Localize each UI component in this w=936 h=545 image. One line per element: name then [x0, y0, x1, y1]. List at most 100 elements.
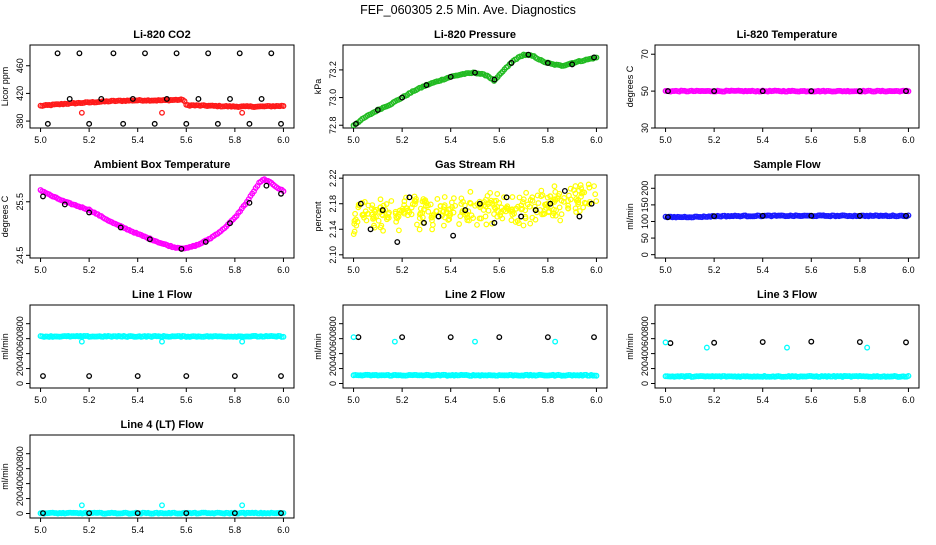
data-point: [429, 217, 435, 224]
data-point: [416, 226, 423, 233]
data-point: [573, 198, 580, 204]
data-point: [401, 202, 408, 208]
y-tick-label: 200: [640, 361, 650, 376]
data-point: [543, 200, 550, 207]
x-tick-label: 5.4: [756, 265, 769, 275]
data-point: [437, 203, 444, 210]
data-point: [491, 219, 498, 226]
x-tick-label: 5.4: [756, 395, 769, 405]
x-tick-label: 5.0: [34, 395, 47, 405]
data-point: [430, 211, 437, 218]
data-point: [173, 50, 180, 57]
data-point: [86, 373, 93, 379]
panel-3: Ambient Box Temperature 5.0 5.2 5.4 5.6 5.8 6.…: [0, 159, 295, 275]
x-tick-label: 5.0: [659, 395, 672, 405]
y-tick-label: 100: [640, 214, 650, 229]
y-tick-label: 400: [328, 346, 338, 361]
x-tick-label: 5.2: [708, 395, 721, 405]
data-point: [416, 215, 423, 222]
panel-4: Gas Stream RH 5.0 5.2 5.4 5.6 5.8 6.0 2.10 2.14 2…: [313, 159, 608, 275]
data-point: [406, 194, 413, 201]
data-point: [593, 372, 600, 379]
data-point: [40, 193, 46, 200]
x-tick-label: 5.2: [83, 135, 96, 145]
data-point: [468, 212, 475, 219]
data-point: [711, 213, 718, 220]
panel-2: Li-820 Temperature 5.0 5.2 5.4 5.6 5.8 6.0 30 50…: [625, 29, 920, 145]
data-point: [151, 120, 158, 127]
data-point: [357, 200, 364, 207]
data-point: [159, 109, 165, 116]
data-point: [231, 510, 238, 517]
data-point: [120, 120, 127, 127]
y-tick-label: 72.8: [328, 116, 338, 134]
series-points: [40, 510, 284, 517]
data-point: [395, 210, 402, 217]
data-point: [86, 209, 93, 216]
data-point: [280, 510, 287, 516]
data-point: [905, 212, 912, 219]
y-tick-label: 25.5: [15, 193, 25, 211]
data-point: [496, 200, 503, 206]
x-tick-label: 5.8: [229, 525, 242, 535]
data-point: [905, 88, 912, 95]
data-point: [142, 50, 148, 57]
data-point: [365, 210, 372, 217]
data-point: [117, 224, 124, 231]
data-point: [383, 201, 390, 207]
series-dense: [662, 212, 912, 221]
y-axis-label: Licor ppm: [0, 67, 10, 107]
data-point: [532, 207, 539, 214]
data-point: [565, 205, 571, 212]
data-point: [423, 200, 430, 206]
data-point: [856, 339, 863, 345]
data-point: [447, 73, 454, 80]
data-point: [372, 206, 379, 213]
data-point: [214, 120, 221, 127]
data-point: [662, 339, 669, 346]
data-point: [409, 201, 416, 208]
data-point: [434, 196, 441, 202]
y-tick-label: 200: [328, 361, 338, 376]
panel-title: Sample Flow: [753, 159, 821, 171]
x-tick-label: 6.0: [590, 135, 603, 145]
data-point: [352, 210, 358, 217]
data-point: [903, 212, 909, 219]
data-point: [591, 54, 597, 61]
plot-frame: [342, 174, 608, 259]
data-point: [484, 192, 491, 199]
y-axis-label: degrees C: [0, 195, 10, 237]
data-point: [503, 194, 510, 201]
data-point: [404, 205, 410, 212]
panel-5: Sample Flow 5.0 5.2 5.4 5.6 5.8 6.0 0 50 100 15020…: [625, 159, 920, 275]
data-point: [554, 195, 561, 202]
data-point: [552, 188, 559, 195]
y-tick-label: 420: [15, 86, 25, 101]
data-point: [227, 220, 233, 227]
x-tick-label: 5.4: [444, 265, 457, 275]
data-point: [159, 338, 165, 345]
data-point: [202, 238, 209, 245]
data-point: [412, 198, 419, 205]
data-point: [508, 217, 515, 224]
data-point: [539, 192, 546, 199]
data-point: [494, 191, 501, 197]
data-point: [903, 88, 909, 95]
data-point: [591, 334, 597, 341]
series-markers: [78, 502, 246, 509]
data-point: [278, 510, 284, 517]
y-tick-label: 30: [640, 123, 650, 133]
x-tick-label: 5.8: [542, 395, 555, 405]
data-point: [278, 373, 284, 379]
y-tick-label: 0: [15, 381, 25, 386]
plot-frame: [654, 174, 920, 259]
data-point: [509, 194, 516, 200]
data-point: [379, 207, 386, 214]
data-point: [759, 88, 766, 95]
data-point: [557, 217, 564, 224]
data-point: [529, 214, 536, 221]
y-tick-label: 50: [640, 233, 650, 243]
data-point: [54, 50, 61, 57]
x-tick-label: 5.0: [659, 135, 672, 145]
data-point: [520, 196, 527, 203]
